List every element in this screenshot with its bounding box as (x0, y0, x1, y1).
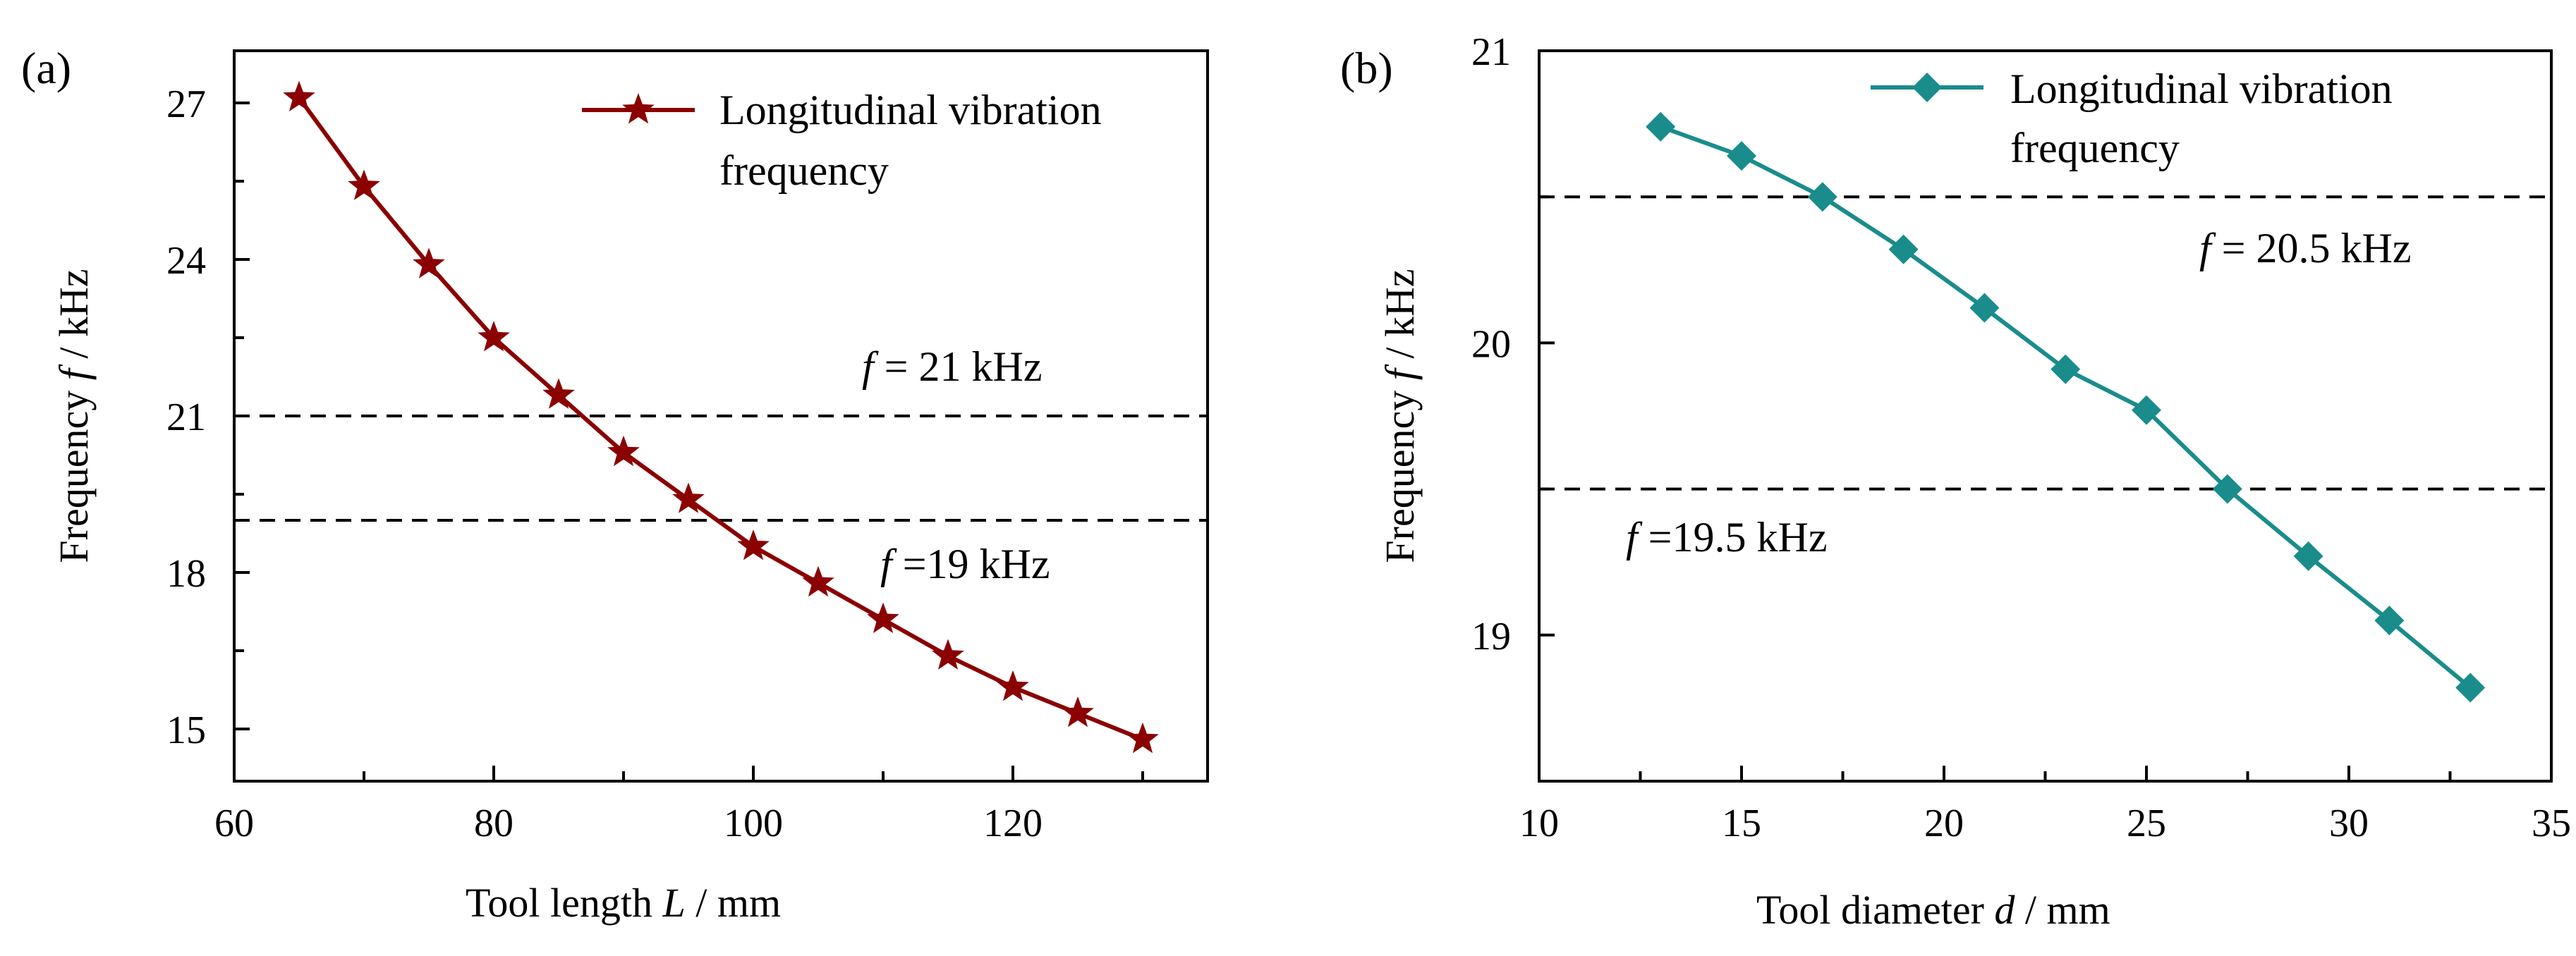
x-axis-title-a: Tool length L / mm (466, 880, 781, 926)
panel-label-a: (a) (21, 43, 71, 93)
x-tick-label-a: 60 (214, 802, 254, 845)
x-tick-label-b: 25 (2127, 802, 2166, 845)
data-point-a (1126, 722, 1159, 754)
data-point-b (1807, 182, 1837, 212)
legend-label-a: frequency (719, 147, 889, 194)
data-point-a (867, 602, 899, 633)
legend-marker-a (622, 93, 655, 124)
x-tick-label-b: 30 (2329, 802, 2369, 845)
data-point-a (413, 247, 445, 278)
legend-label-a: Longitudinal vibration (719, 87, 1102, 133)
data-point-a (607, 435, 640, 467)
reference-label-b: f = 20.5 kHz (2199, 225, 2411, 271)
x-axis-title-b: Tool diameter d / mm (1756, 887, 2110, 933)
data-point-a (997, 670, 1029, 701)
y-axis-title-b: Frequency f / kHz (1377, 269, 1423, 563)
y-tick-label-b: 20 (1471, 322, 1511, 366)
y-tick-label-a: 21 (166, 396, 206, 439)
x-tick-label-b: 35 (2532, 802, 2571, 845)
data-point-b (2212, 474, 2242, 504)
x-tick-label-a: 80 (474, 802, 514, 845)
y-tick-label-b: 19 (1471, 615, 1511, 658)
data-point-b (2374, 606, 2405, 636)
data-point-a (932, 639, 964, 670)
x-tick-label-b: 10 (1519, 802, 1559, 845)
data-point-a (1062, 696, 1094, 728)
reference-label-a: f = 21 kHz (862, 343, 1042, 390)
data-point-a (348, 169, 380, 200)
data-point-b (2132, 395, 2161, 425)
data-point-b (1888, 234, 1919, 264)
x-tick-label-a: 100 (724, 802, 783, 845)
reference-label-a: f =19 kHz (880, 541, 1050, 587)
legend-label-b: Longitudinal vibration (2010, 66, 2393, 112)
y-tick-label-a: 18 (166, 552, 206, 596)
data-point-b (2293, 541, 2323, 571)
reference-label-b: f =19.5 kHz (1626, 514, 1827, 560)
legend-label-b: frequency (2010, 125, 2180, 171)
data-point-b (1727, 141, 1756, 171)
panel-label-b: (b) (1340, 43, 1393, 93)
x-tick-label-b: 15 (1722, 802, 1761, 845)
y-tick-label-a: 15 (166, 709, 206, 752)
data-point-a (737, 529, 770, 560)
data-point-a (478, 321, 510, 352)
x-tick-label-b: 20 (1924, 802, 1964, 845)
x-tick-label-a: 120 (983, 802, 1043, 845)
data-point-a (542, 378, 575, 409)
data-point-a (802, 565, 834, 597)
y-tick-label-a: 27 (166, 82, 206, 126)
data-point-b (1646, 111, 1676, 142)
data-point-a (283, 80, 315, 111)
data-point-a (672, 482, 705, 513)
data-point-b (2051, 354, 2081, 384)
y-tick-label-a: 24 (166, 239, 206, 283)
data-point-b (1969, 293, 2000, 323)
y-axis-title-a: Frequency f / kHz (51, 269, 97, 563)
y-tick-label-b: 21 (1471, 30, 1511, 74)
data-point-b (2455, 673, 2486, 703)
legend-marker-b (1912, 73, 1942, 102)
